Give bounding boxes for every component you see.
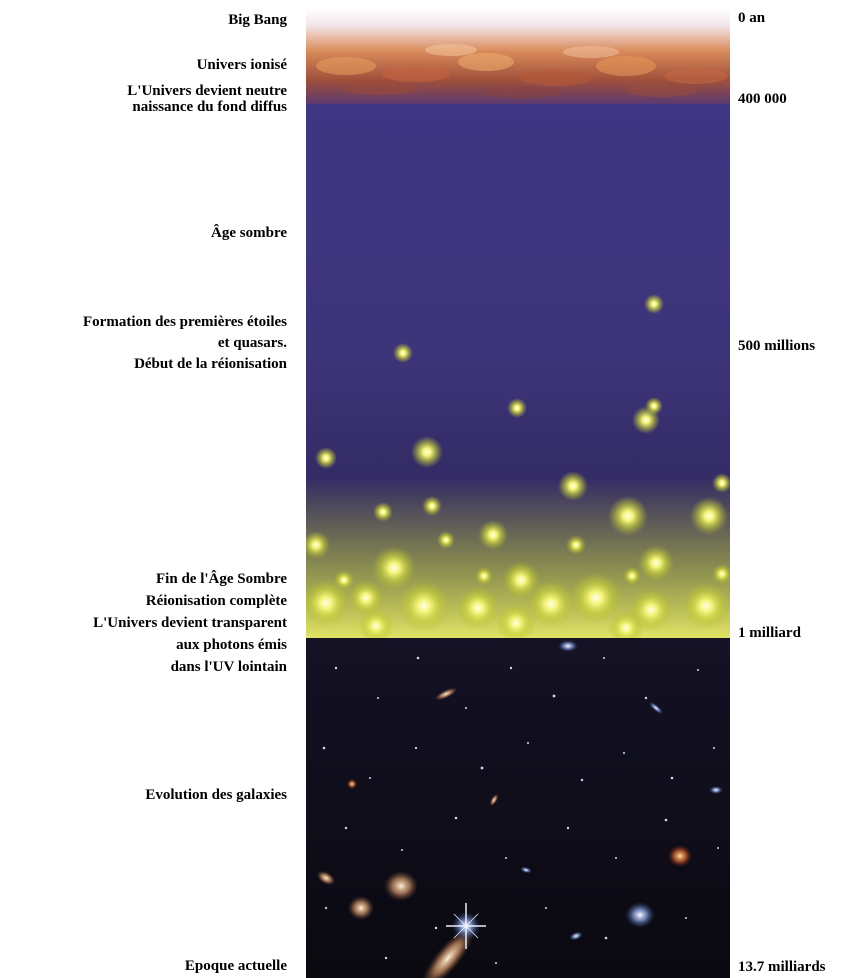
time-1-milliard: 1 milliard <box>738 625 801 641</box>
label-line: Formation des premières étoiles <box>83 314 287 330</box>
label-fin-age-sombre: Fin de l'Âge Sombre Réionisation complèt… <box>93 568 287 678</box>
galaxies <box>316 640 723 978</box>
time-500-millions: 500 millions <box>738 338 816 354</box>
time-400000: 400 000 <box>738 91 787 107</box>
label-line: Fin de l'Âge Sombre <box>156 571 287 587</box>
label-line: aux photons émis <box>176 637 287 653</box>
label-line: Réionisation complète <box>145 593 287 609</box>
time-13-7-milliards: 13.7 milliards <box>738 959 826 975</box>
label-univers-ionise: Univers ionisé <box>196 57 287 73</box>
label-line: dans l'UV lointain <box>170 659 287 675</box>
background-stars <box>322 656 719 964</box>
label-evolution-galaxies: Evolution des galaxies <box>145 787 287 803</box>
label-line: et quasars. <box>217 335 287 351</box>
time-0-an: 0 an <box>738 10 766 26</box>
label-age-sombre: Âge sombre <box>211 225 287 241</box>
label-epoque-actuelle: Epoque actuelle <box>184 958 287 974</box>
label-line: Début de la réionisation <box>134 356 287 372</box>
label-big-bang: Big Bang <box>228 12 287 28</box>
label-univers-neutre: L'Univers devient neutre naissance du fo… <box>127 83 287 115</box>
first-stars <box>306 294 730 646</box>
deep-space-band <box>306 638 730 978</box>
cosmic-timeline-image <box>306 8 730 978</box>
label-line: naissance du fond diffus <box>132 99 287 115</box>
plasma-texture <box>316 44 728 98</box>
label-premieres-etoiles: Formation des premières étoiles et quasa… <box>83 312 287 375</box>
bright-foreground-star <box>446 903 486 949</box>
label-line: L'Univers devient neutre <box>127 83 287 99</box>
label-line: L'Univers devient transparent <box>93 615 287 631</box>
